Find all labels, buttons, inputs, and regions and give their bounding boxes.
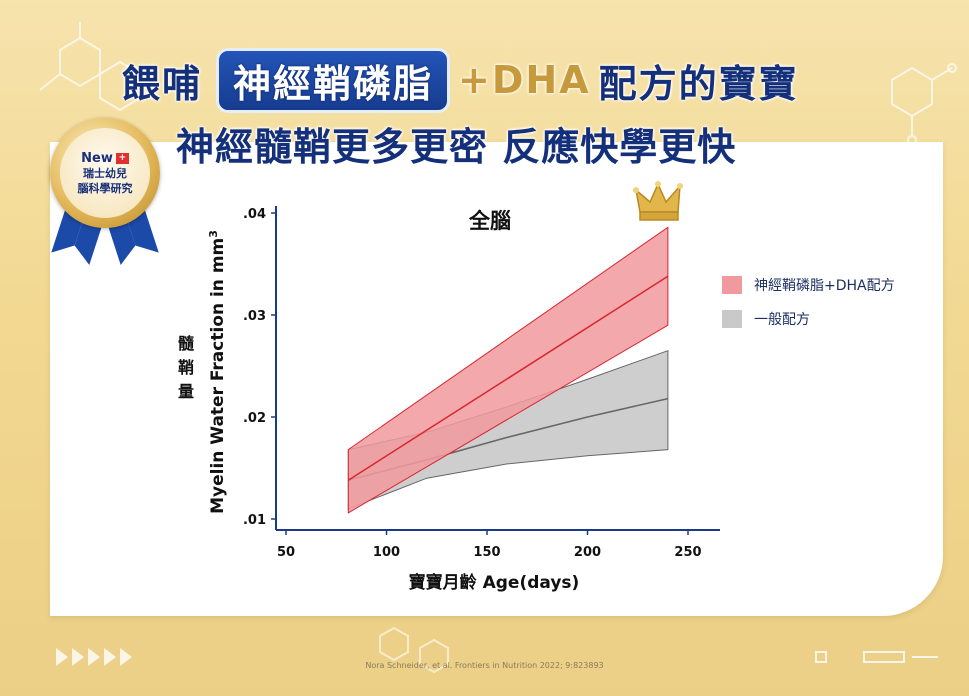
arrow-decoration-left [56, 648, 132, 666]
badge-line2: 腦科學研究 [77, 181, 133, 195]
side-label-char: 髓 [177, 334, 194, 353]
y-axis-label-main: Myelin Water Fraction in mm [208, 238, 228, 514]
hexagon-decoration-bottom [379, 626, 449, 674]
headline-plus: +DHA [458, 58, 591, 102]
badge-new: New + [81, 151, 129, 166]
badge-line1: 瑞士幼兒 [83, 166, 127, 180]
molecule-decoration-left [39, 22, 141, 112]
x-tick-label: 150 [473, 545, 500, 560]
research-badge: New + 瑞士幼兒 腦科學研究 [50, 118, 162, 265]
legend-swatch-control [722, 310, 742, 328]
legend-label-treatment: 神經鞘磷脂+DHA配方 [754, 278, 895, 294]
badge-inner: New + 瑞士幼兒 腦科學研究 [60, 128, 150, 218]
side-label-char: 鞘 [177, 358, 194, 377]
legend: 神經鞘磷脂+DHA配方 一般配方 [722, 274, 895, 342]
y-axis-label: Myelin Water Fraction in mm3 [207, 230, 229, 514]
y-axis-label-sup: 3 [207, 230, 220, 238]
legend-swatch-treatment [722, 276, 742, 294]
headline-prefix: 餵哺 [122, 61, 203, 106]
tech-decoration-bottom-right [815, 651, 938, 663]
x-tick-label: 100 [373, 545, 400, 560]
y-tick-label: .03 [243, 309, 266, 324]
badge-new-label: New [81, 150, 113, 166]
x-axis-label: 寶寶月齡 Age(days) [409, 572, 580, 593]
legend-item-treatment: 神經鞘磷脂+DHA配方 [722, 274, 895, 296]
footnote-citation: Nora Schneider, et al. Frontiers in Nutr… [365, 661, 604, 670]
headline: 餵哺 神經鞘磷脂 +DHA 配方的寶寶 [122, 47, 799, 113]
subheadline: 神經髓鞘更多更密 反應快學更快 [176, 125, 737, 169]
medal-icon: New + 瑞士幼兒 腦科學研究 [50, 118, 160, 228]
legend-item-control: 一般配方 [722, 308, 895, 330]
headline-highlight: 神經鞘磷脂 [216, 47, 451, 113]
side-label-myelin: 髓鞘量 [176, 332, 196, 404]
x-tick-label: 50 [277, 545, 295, 560]
y-tick-label: .04 [243, 207, 266, 222]
mean-line-treatment [347, 275, 669, 481]
x-tick-label: 250 [674, 545, 701, 560]
legend-label-control: 一般配方 [754, 312, 810, 328]
crown-icon [633, 181, 683, 221]
side-label-char: 量 [177, 382, 194, 401]
y-tick-label: .01 [243, 513, 266, 528]
band-treatment [347, 226, 669, 514]
headline-suffix: 配方的寶寶 [598, 61, 799, 106]
x-tick-label: 200 [574, 545, 601, 560]
y-tick-label: .02 [243, 411, 266, 426]
swiss-flag-icon: + [115, 152, 129, 164]
molecule-decoration-right [891, 63, 957, 145]
chart-title: 全腦 [468, 209, 511, 233]
